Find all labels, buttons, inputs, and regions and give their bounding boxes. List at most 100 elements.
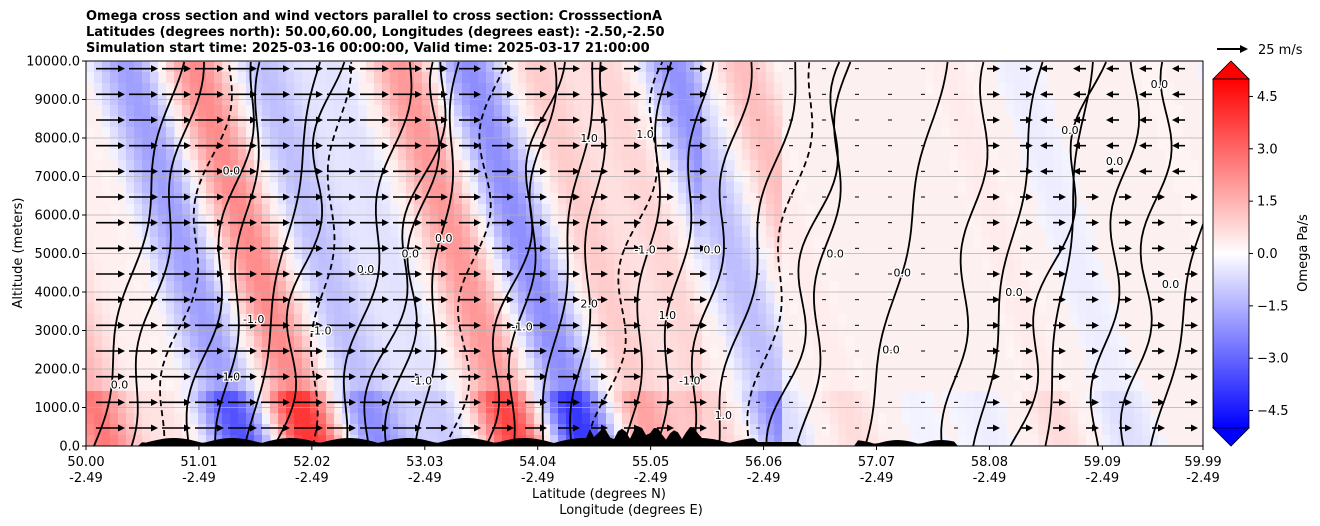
y-tick-label: 5000.0: [35, 247, 81, 262]
omega-cell: [750, 83, 759, 95]
omega-cell: [534, 105, 543, 117]
omega-cell: [422, 259, 431, 271]
omega-cell: [310, 61, 319, 73]
omega-cell: [638, 237, 647, 249]
omega-cell: [102, 314, 111, 326]
omega-cell: [534, 336, 543, 348]
omega-cell: [1030, 105, 1039, 117]
omega-cell: [782, 160, 791, 172]
omega-cell: [294, 336, 303, 348]
omega-cell: [1118, 347, 1127, 359]
omega-cell: [574, 138, 583, 150]
omega-cell: [446, 160, 455, 172]
omega-cell: [486, 237, 495, 249]
omega-cell: [326, 182, 335, 194]
omega-cell: [566, 215, 575, 227]
omega-cell: [982, 435, 991, 446]
omega-cell: [502, 226, 511, 238]
omega-cell: [446, 391, 455, 403]
contour-label: 0.0: [893, 267, 911, 280]
omega-cell: [942, 116, 951, 128]
contour-label: -1.0: [411, 374, 432, 387]
wind-vector-head: [415, 90, 422, 98]
omega-cell: [342, 259, 351, 271]
omega-cell: [182, 127, 191, 139]
omega-cell: [118, 149, 127, 161]
omega-cell: [238, 347, 247, 359]
omega-cell: [110, 369, 119, 381]
omega-cell: [1046, 116, 1055, 128]
contour-line: [414, 61, 460, 446]
omega-cell: [262, 292, 271, 304]
omega-cell: [318, 72, 327, 84]
omega-cell: [782, 204, 791, 216]
omega-cell: [494, 237, 503, 249]
y-tick-label: 4000.0: [35, 286, 81, 301]
omega-cell: [710, 226, 719, 238]
omega-cell: [966, 105, 975, 117]
omega-cell: [118, 380, 127, 392]
omega-cell: [398, 303, 407, 315]
omega-cell: [662, 127, 671, 139]
omega-cell: [214, 391, 223, 403]
omega-cell: [1046, 424, 1055, 436]
omega-cell: [774, 160, 783, 172]
omega-cell: [662, 380, 671, 392]
wind-vector-head: [250, 321, 257, 329]
omega-cell: [142, 369, 151, 381]
omega-cell: [566, 138, 575, 150]
omega-cell: [998, 314, 1007, 326]
omega-cell: [430, 204, 439, 216]
wind-vector-head: [700, 321, 707, 329]
omega-cell: [838, 336, 847, 348]
wind-vector-head: [349, 347, 356, 355]
omega-cell: [702, 160, 711, 172]
omega-cell: [590, 237, 599, 249]
omega-cell: [294, 391, 303, 403]
omega-cell: [214, 127, 223, 139]
omega-cell: [478, 127, 487, 139]
omega-cell: [1086, 259, 1095, 271]
omega-cell: [958, 435, 967, 446]
omega-cell: [1006, 204, 1015, 216]
omega-cell: [678, 116, 687, 128]
omega-cell: [486, 193, 495, 205]
wind-vector-head: [1092, 373, 1099, 381]
omega-cell: [1062, 391, 1071, 403]
omega-cell: [270, 314, 279, 326]
omega-cell: [750, 182, 759, 194]
omega-cell: [790, 391, 799, 403]
omega-cell: [558, 259, 567, 271]
omega-cell: [1038, 424, 1047, 436]
wind-vector-head: [283, 116, 290, 124]
omega-cell: [158, 193, 167, 205]
omega-cell: [390, 160, 399, 172]
omega-cell: [646, 149, 655, 161]
omega-cell: [278, 380, 287, 392]
wind-vector-head: [441, 296, 448, 304]
omega-cell: [110, 270, 119, 282]
omega-cell: [198, 138, 207, 150]
omega-cell: [806, 435, 815, 446]
omega-cell: [494, 336, 503, 348]
omega-cell: [670, 83, 679, 95]
omega-cell: [294, 116, 303, 128]
omega-cell: [110, 413, 119, 425]
omega-cell: [382, 215, 391, 227]
wind-vector-head: [349, 193, 356, 201]
omega-cell: [118, 237, 127, 249]
omega-cell: [286, 358, 295, 370]
omega-cell: [310, 303, 319, 315]
omega-cell: [766, 215, 775, 227]
omega-cell: [790, 226, 799, 238]
omega-cell: [366, 160, 375, 172]
omega-cell: [318, 336, 327, 348]
omega-cell: [270, 369, 279, 381]
omega-cell: [654, 72, 663, 84]
omega-cell: [158, 424, 167, 436]
omega-cell: [710, 413, 719, 425]
omega-cell: [910, 424, 919, 436]
omega-cell: [1126, 391, 1135, 403]
wind-vector-head: [250, 116, 257, 124]
omega-cell: [294, 292, 303, 304]
